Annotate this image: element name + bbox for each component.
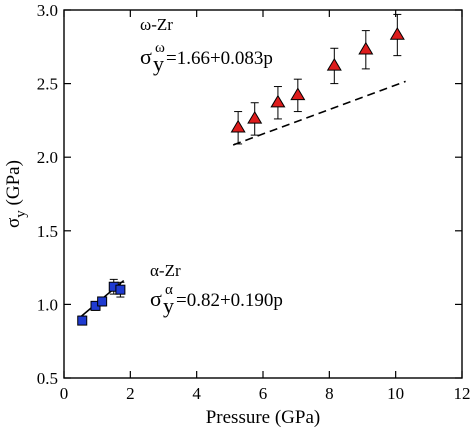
equation-subscript: y bbox=[163, 293, 174, 318]
equation-symbol: σ bbox=[150, 286, 162, 311]
series-name-label: ω-Zr bbox=[140, 15, 173, 34]
equation-body: =0.82+0.190p bbox=[176, 290, 283, 311]
x-tick-label: 6 bbox=[259, 384, 268, 403]
y-axis-title-unit: (GPa) bbox=[3, 160, 24, 210]
equation-superscript: ω bbox=[155, 40, 165, 56]
series-name-label: α-Zr bbox=[150, 261, 181, 280]
x-tick-label: 10 bbox=[387, 384, 404, 403]
data-point-triangle bbox=[270, 94, 286, 108]
fit-equation-label: σyα =0.82+0.190p bbox=[150, 282, 283, 318]
x-tick-label: 8 bbox=[325, 384, 334, 403]
data-point-square bbox=[77, 315, 88, 326]
y-tick-label: 3.0 bbox=[37, 1, 58, 20]
data-point-square bbox=[97, 296, 108, 307]
fit-line bbox=[232, 80, 406, 146]
y-tick-label: 2.5 bbox=[37, 75, 58, 94]
equation-subscript: y bbox=[153, 51, 164, 76]
y-tick-label: 0.5 bbox=[37, 369, 58, 388]
data-point-triangle bbox=[230, 119, 246, 133]
fit-equation-label: σyω=1.66+0.083p bbox=[140, 40, 273, 76]
equation-superscript: α bbox=[165, 282, 173, 298]
equation-symbol: σ bbox=[140, 44, 152, 69]
equation-body: =1.66+0.083p bbox=[166, 48, 273, 69]
data-point-triangle bbox=[247, 110, 263, 124]
y-axis-title: σy (GPa) bbox=[3, 160, 29, 228]
y-axis-title-symbol: σ bbox=[3, 218, 24, 228]
x-axis-title: Pressure (GPa) bbox=[206, 407, 321, 428]
data-point-triangle bbox=[290, 87, 306, 101]
data-points-layer bbox=[77, 27, 405, 326]
data-point-triangle bbox=[326, 57, 342, 71]
data-point-square bbox=[115, 284, 126, 295]
y-tick-label: 1.5 bbox=[37, 222, 58, 241]
plot-frame-layer bbox=[63, 9, 463, 379]
y-tick-label: 1.0 bbox=[37, 295, 58, 314]
x-tick-label: 0 bbox=[60, 384, 69, 403]
y-axis-title-subscript: y bbox=[13, 210, 29, 218]
x-tick-label: 12 bbox=[454, 384, 471, 403]
fit-lines-layer bbox=[80, 80, 406, 318]
x-tick-label: 4 bbox=[192, 384, 201, 403]
x-tick-label: 2 bbox=[126, 384, 135, 403]
labels-layer: 0 2 4 6 8 10 12 0.5 1.0 1.5 2.0 2.5 3.0 Pressure (GPa… bbox=[3, 1, 471, 428]
data-point-triangle bbox=[389, 27, 405, 40]
data-point-triangle bbox=[358, 41, 374, 55]
y-tick-label: 2.0 bbox=[37, 148, 58, 167]
